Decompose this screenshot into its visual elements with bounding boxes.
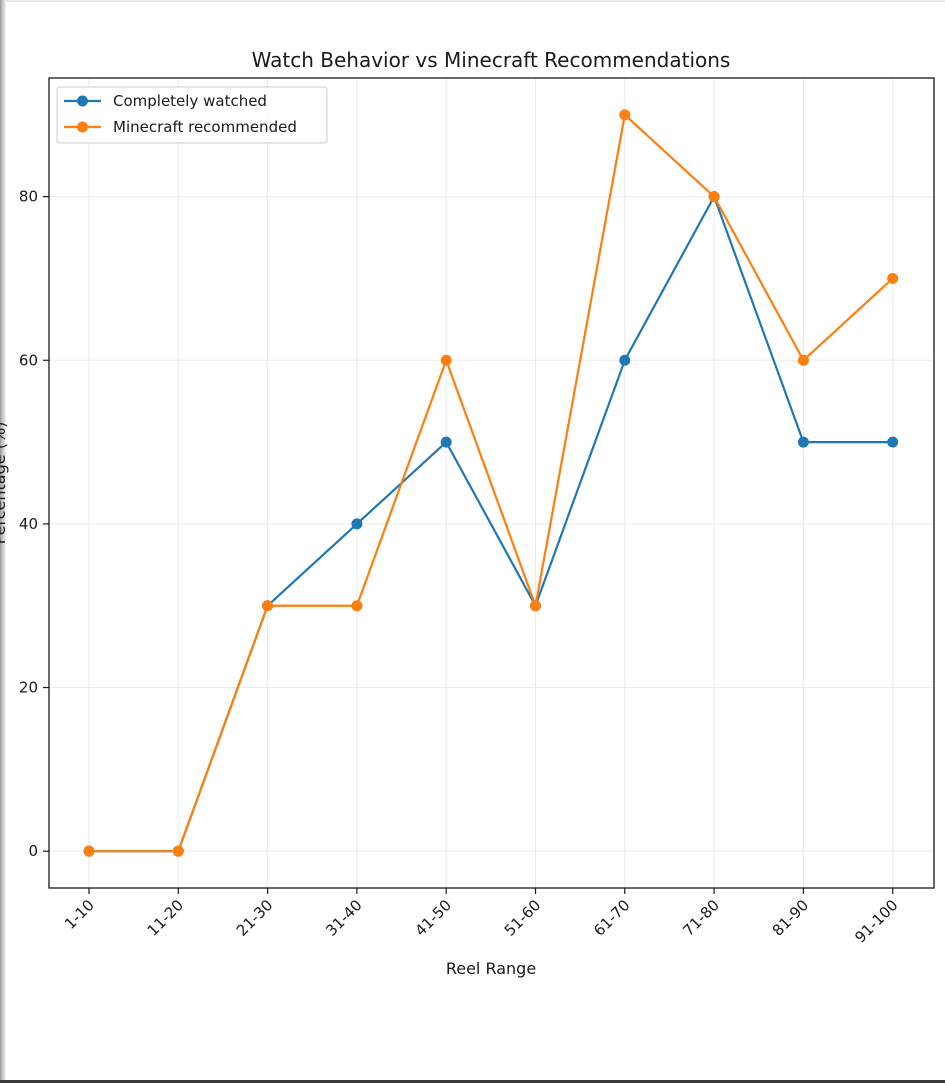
series-1-point [619, 109, 631, 121]
grid-layer [49, 78, 934, 888]
x-tick-label: 1-10 [61, 896, 98, 933]
x-tick-label: 41-50 [411, 896, 455, 940]
window-left-edge [0, 0, 6, 1083]
x-tick-label: 71-80 [679, 896, 723, 940]
legend-marker-1 [77, 121, 88, 133]
x-tick-label: 81-90 [769, 896, 813, 940]
series-1-point [530, 600, 541, 612]
y-tick-label: 60 [19, 351, 38, 369]
y-tick-label: 40 [19, 515, 38, 533]
plot-area-frame [48, 77, 935, 889]
series-0-point [351, 518, 363, 530]
x-axis-label: Reel Range [446, 959, 536, 978]
series-1-point [887, 272, 899, 284]
x-tick-label: 31-40 [322, 896, 366, 940]
legend-items: Completely watched Minecraft recommended [64, 92, 297, 136]
series-1-point [440, 354, 452, 366]
window-top-edge [0, 0, 945, 2]
y-tick-label: 80 [19, 188, 38, 206]
y-axis-label: Percentage (%) [0, 422, 9, 545]
series-0-point [797, 436, 809, 448]
series-1-point [708, 191, 720, 203]
y-tick-label: 0 [28, 842, 38, 860]
series-1-point [172, 845, 184, 857]
legend-box [56, 86, 328, 144]
x-tick-label: 11-20 [144, 896, 188, 940]
x-tick-label: 61-70 [590, 896, 634, 940]
y-tick-label: 20 [19, 679, 38, 697]
legend-marker-0 [77, 95, 88, 107]
series-1-point [797, 354, 809, 366]
x-tick-label: 51-60 [501, 896, 545, 940]
window-bottom-edge [0, 1080, 945, 1083]
legend-label-1: Minecraft recommended [113, 118, 297, 136]
legend: Completely watched Minecraft recommended [56, 86, 328, 144]
series-0-point [887, 436, 899, 448]
series-1-point [83, 845, 95, 857]
legend-label-0: Completely watched [113, 92, 267, 110]
series-1-point [351, 600, 363, 612]
series-line-1 [89, 113, 894, 853]
x-tick-label: 21-30 [233, 896, 277, 940]
series-layer [83, 109, 899, 857]
chart-title: Watch Behavior vs Minecraft Recommendati… [252, 48, 731, 72]
tick-layer: 1-10 11-20 21-30 31-40 41-50 51-60 61-70 71-80 8… [19, 188, 902, 947]
x-tick-label: 91-100 [851, 896, 901, 946]
series-0-point [440, 436, 452, 448]
series-1-point [262, 600, 274, 612]
series-0-point [619, 354, 631, 366]
